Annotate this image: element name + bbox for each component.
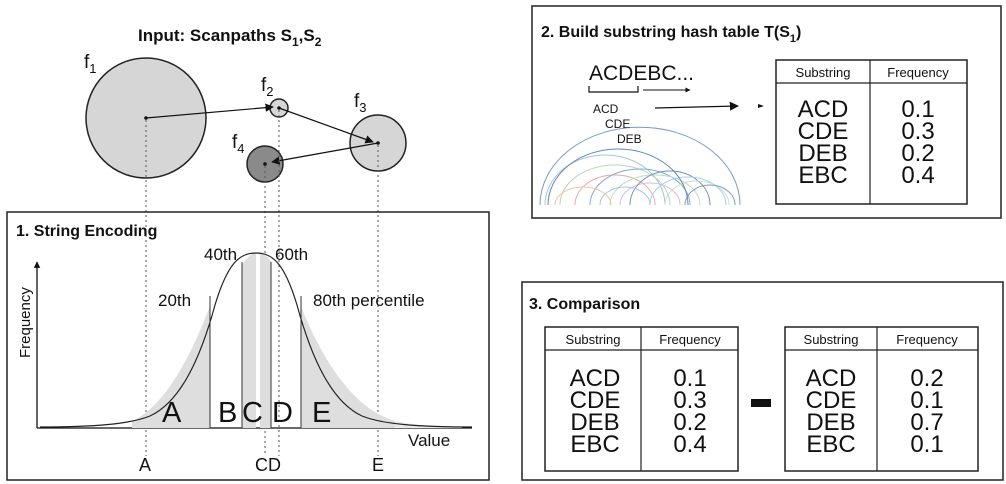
right-rows-substring-cell: CDE — [806, 387, 857, 414]
right-rows-substring-cell: ACD — [806, 365, 857, 392]
percentile-label-40: 40th — [204, 245, 237, 264]
percentile-dividers — [209, 262, 302, 428]
hash-rows-substring-cell: ACD — [798, 96, 849, 123]
saccade-arrow-3 — [271, 142, 379, 165]
bin-letter-b: B — [218, 397, 237, 429]
distribution-curve — [39, 252, 473, 428]
left-rows-frequency-cell: 0.1 — [673, 365, 706, 392]
left-rows-substring-cell: CDE — [570, 387, 621, 414]
input-title: Input: Scanpaths S1,S2 — [138, 26, 322, 49]
hash-frame — [531, 5, 1002, 219]
substring-deb: DEB — [617, 132, 642, 146]
arc-diagram — [539, 126, 741, 206]
hash-arrow — [654, 101, 739, 111]
hash-rows-substring-cell: CDE — [798, 118, 849, 145]
percentile-label-80: 80th percentile — [313, 291, 425, 310]
encoding-title: 1. String Encoding — [16, 223, 157, 240]
x-axis-label: Value — [408, 431, 450, 450]
hash-rows-substring-cell: EBC — [798, 162, 847, 189]
left-header-substring: Substring — [566, 332, 621, 347]
comparison-frame — [521, 281, 1004, 481]
percentile-label-60: 60th — [275, 245, 308, 264]
fixation-label-f4: f4 — [232, 132, 245, 156]
string-encoding-panel: 1. String Encoding Frequency Value 20th … — [6, 211, 490, 481]
axis-letter-a: A — [139, 455, 151, 475]
window-bracket — [588, 86, 639, 93]
encoding-frame — [6, 211, 490, 481]
right-rows-frequency-cell: 0.7 — [910, 409, 943, 436]
right-rows-substring-cell: EBC — [806, 431, 855, 458]
comparison-left-table: Substring Frequency ACD 0.1 CDE 0.3 DEB 0.2 EB… — [544, 326, 739, 472]
comparison-title: 3. Comparison — [529, 296, 640, 313]
fixation-label-f3: f3 — [354, 91, 367, 115]
y-axis-label: Frequency — [17, 287, 34, 358]
right-rows-substring-cell: DEB — [806, 409, 855, 436]
right-rows-frequency-cell: 0.1 — [910, 387, 943, 414]
hash-rows-frequency-cell: 0.1 — [901, 96, 934, 123]
substring-acd: ACD — [593, 102, 619, 116]
axis-letter-cd: CD — [255, 455, 281, 475]
input-panel: Input: Scanpaths S1,S2 f1 f2 f3 f4 — [84, 26, 407, 456]
left-rows-substring-cell: ACD — [570, 365, 621, 392]
comparison-panel: 3. Comparison Substring Frequency ACD 0.1… — [521, 281, 1004, 481]
hash-rows-frequency-cell: 0.2 — [901, 140, 934, 167]
left-rows-substring-cell: EBC — [570, 431, 619, 458]
hash-arrow-tip — [758, 104, 764, 108]
bin-letter-c: C — [242, 397, 263, 429]
substring-cde: CDE — [605, 117, 630, 131]
left-rows-frequency-cell: 0.3 — [673, 387, 706, 414]
bin-letter-d: D — [272, 397, 293, 429]
right-header-frequency: Frequency — [896, 332, 958, 347]
saccade-arrow-2 — [278, 107, 374, 144]
right-rows-frequency-cell: 0.1 — [910, 431, 943, 458]
hash-title: 2. Build substring hash table T(S1) — [541, 24, 801, 45]
hash-rows-substring-cell: DEB — [798, 140, 847, 167]
hash-rows-frequency-cell: 0.3 — [901, 118, 934, 145]
hash-rows-frequency-cell: 0.4 — [901, 162, 934, 189]
left-header-frequency: Frequency — [659, 332, 721, 347]
minus-operator — [751, 399, 771, 407]
bin-letter-a: A — [162, 397, 182, 429]
percentile-label-20: 20th — [158, 291, 191, 310]
left-rows-frequency-cell: 0.4 — [673, 431, 706, 458]
hash-frequency-table: Substring Frequency ACD 0.1 CDE 0.3 DEB 0.2 EB… — [775, 59, 968, 205]
fixation-label-f2: f2 — [261, 75, 274, 99]
bin-letter-e: E — [312, 397, 331, 429]
axis-letter-e: E — [372, 455, 384, 475]
right-rows-frequency-cell: 0.2 — [910, 365, 943, 392]
saccade-arrow-1 — [145, 103, 274, 119]
fixation-label-f1: f1 — [84, 52, 97, 76]
left-rows-frequency-cell: 0.2 — [673, 409, 706, 436]
hash-table-panel: 2. Build substring hash table T(S1) ACDE… — [531, 5, 1002, 219]
hash-header-substring: Substring — [796, 65, 851, 80]
right-header-substring: Substring — [804, 332, 859, 347]
left-rows-substring-cell: DEB — [570, 409, 619, 436]
hash-header-frequency: Frequency — [887, 65, 949, 80]
comparison-right-table: Substring Frequency ACD 0.2 CDE 0.1 DEB 0.7 EB… — [784, 326, 979, 472]
sequence-text: ACDEBC... — [589, 62, 694, 85]
